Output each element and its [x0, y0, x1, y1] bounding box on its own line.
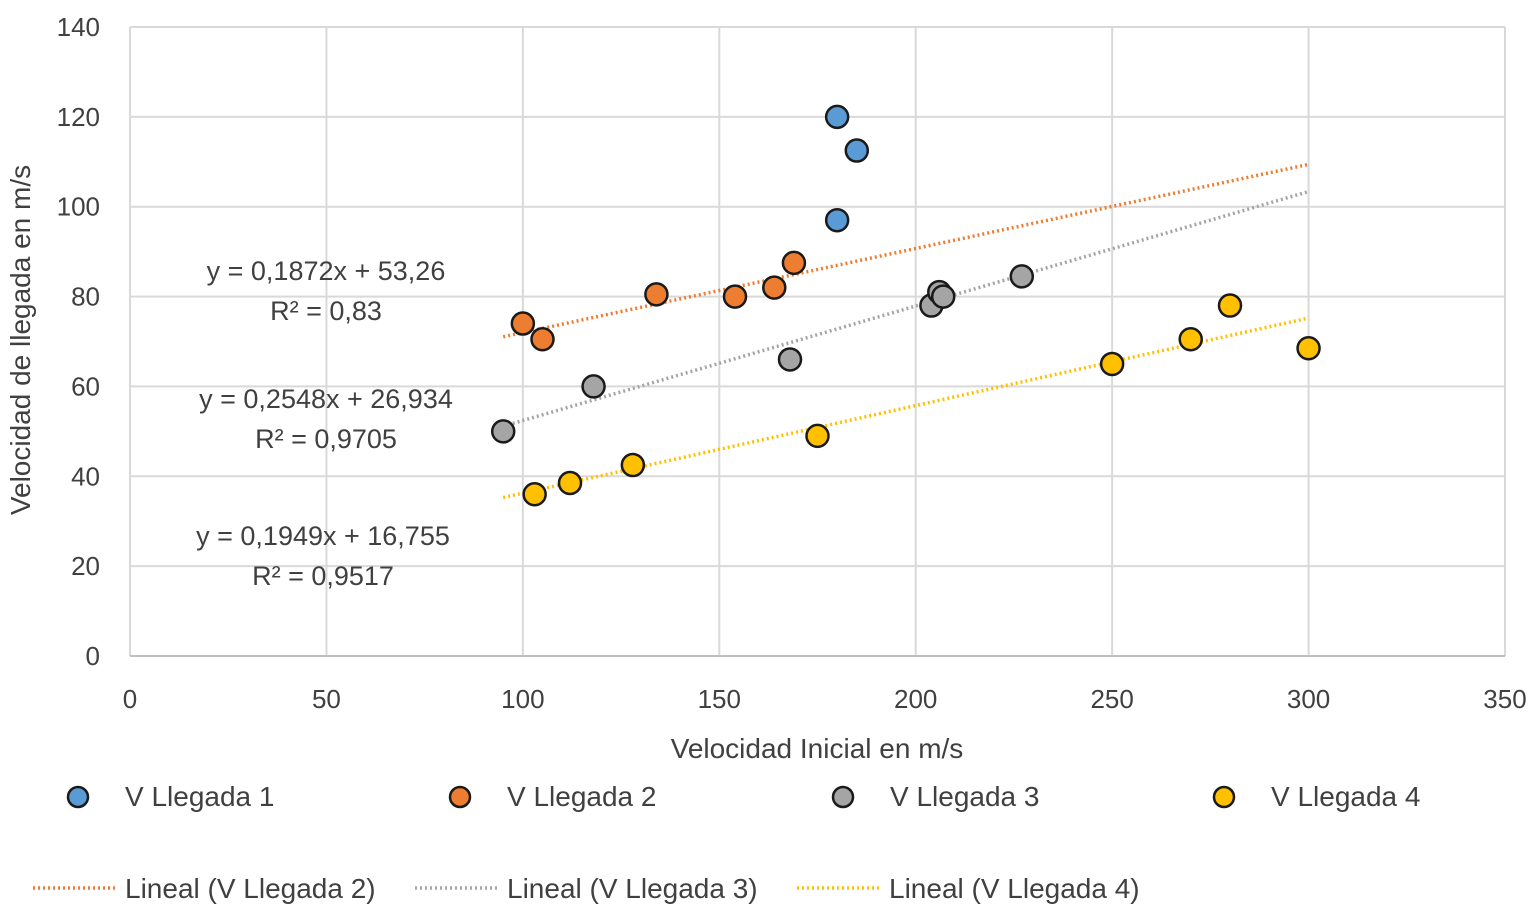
data-point-series-3 — [930, 284, 956, 309]
data-point-series-4 — [522, 482, 547, 507]
data-point-series-3 — [1009, 264, 1035, 289]
legend-marker-series-2 — [448, 785, 472, 809]
legend: V Llegada 1 V Llegada 2 V Llegada 3 V Llega… — [33, 781, 1420, 904]
legend-marker-series-3 — [831, 785, 855, 809]
data-point-series-2 — [644, 282, 669, 307]
trendline-r-squared: R² = 0,9705 — [255, 424, 397, 454]
trendline-r-squared: R² = 0,83 — [270, 296, 382, 326]
trendline-equations: y = 0,1872x + 53,26 R² = 0,83 y = 0,2548x … — [196, 256, 453, 591]
trendline-r-squared: R² = 0,9517 — [252, 561, 394, 591]
x-tick-label: 250 — [1090, 684, 1133, 714]
x-tick-label: 350 — [1483, 684, 1526, 714]
data-point-series-2 — [530, 327, 555, 352]
legend-label-series-1: V Llegada 1 — [125, 781, 274, 812]
data-point-series-1 — [824, 104, 850, 130]
data-point-series-4 — [557, 470, 583, 496]
legend-label-trendline-1: Lineal (V Llegada 2) — [125, 873, 376, 904]
y-tick-label: 60 — [71, 371, 100, 401]
data-point-series-4 — [1178, 327, 1203, 352]
y-tick-label: 140 — [57, 12, 100, 42]
legend-label-trendline-2: Lineal (V Llegada 3) — [507, 873, 758, 904]
trendlines — [502, 162, 1310, 500]
x-axis-title: Velocidad Inicial en m/s — [671, 733, 964, 764]
y-tick-label: 120 — [57, 102, 100, 132]
y-tick-label: 100 — [57, 192, 100, 222]
legend-label-series-2: V Llegada 2 — [507, 781, 656, 812]
data-point-series-2 — [510, 311, 536, 336]
y-tick-label: 0 — [86, 641, 100, 671]
trendline-equation: y = 0,1872x + 53,26 — [207, 256, 446, 286]
data-point-series-4 — [1099, 351, 1125, 377]
trendline-2 — [502, 189, 1310, 428]
x-tick-label: 150 — [698, 684, 741, 714]
legend-label-trendline-3: Lineal (V Llegada 4) — [889, 873, 1140, 904]
y-tick-label: 80 — [71, 282, 100, 312]
y-tick-label: 20 — [71, 551, 100, 581]
legend-label-series-4: V Llegada 4 — [1271, 781, 1420, 812]
x-tick-label: 300 — [1287, 684, 1330, 714]
data-point-series-4 — [1217, 293, 1243, 318]
trendline-1 — [502, 162, 1309, 339]
trendline-equation: y = 0,1949x + 16,755 — [196, 521, 450, 551]
data-points — [490, 104, 1321, 507]
data-point-series-3 — [490, 419, 516, 444]
legend-marker-series-4 — [1212, 785, 1236, 809]
trendline-equation: y = 0,2548x + 26,934 — [199, 384, 453, 414]
data-point-series-4 — [805, 423, 830, 449]
data-point-series-3 — [581, 374, 606, 399]
x-tick-label: 200 — [894, 684, 937, 714]
x-tick-label: 50 — [312, 684, 341, 714]
x-tick-label: 0 — [123, 684, 137, 714]
data-point-series-1 — [844, 138, 870, 163]
data-point-series-2 — [722, 284, 748, 309]
x-tick-label: 100 — [501, 684, 544, 714]
data-point-series-1 — [824, 207, 850, 233]
data-point-series-3 — [777, 347, 803, 372]
legend-label-series-3: V Llegada 3 — [890, 781, 1039, 812]
data-point-series-4 — [1296, 335, 1321, 361]
y-tick-label: 40 — [71, 461, 100, 491]
legend-marker-series-1 — [66, 785, 90, 809]
tick-labels: 0 20 40 60 80 100 120 140 0 50 100 150 200 250 300 350 — [57, 12, 1527, 714]
y-axis-title: Velocidad de llegada en m/s — [5, 165, 36, 515]
data-point-series-2 — [781, 250, 807, 276]
data-point-series-4 — [620, 452, 646, 478]
data-point-series-2 — [762, 275, 787, 300]
